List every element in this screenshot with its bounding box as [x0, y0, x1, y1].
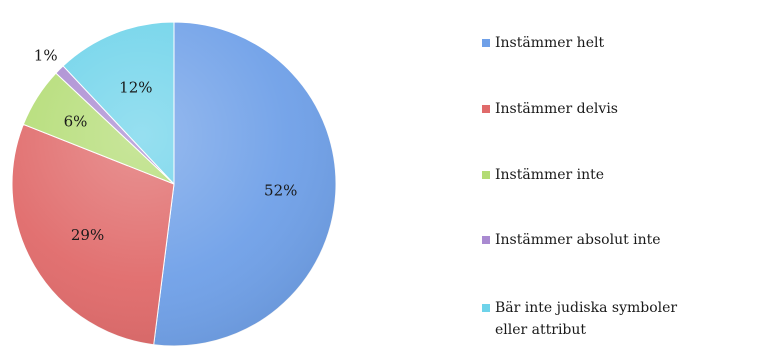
legend-item-inst-mmer-absolut-inte: Instämmer absolut inte: [482, 232, 661, 248]
legend-label: Instämmer helt: [495, 35, 604, 51]
legend: Instämmer helt Instämmer delvis Instämmer …: [482, 35, 677, 338]
pie-slice-inst-mmer-helt: [153, 21, 337, 347]
legend-swatch: [482, 171, 490, 179]
legend-swatch: [482, 304, 490, 312]
legend-label: Bär inte judiska symboler eller attribut: [495, 300, 677, 338]
legend-item-inst-mmer-delvis: Instämmer delvis: [482, 101, 618, 117]
slice-label-inst-mmer-delvis: 29%: [71, 226, 104, 244]
legend-label: Instämmer delvis: [495, 101, 618, 117]
legend-item-inst-mmer-inte: Instämmer inte: [482, 167, 604, 183]
legend-item-b-r-inte-judiska-symboler-eller-attribut: Bär inte judiska symboler eller attribut: [482, 300, 677, 338]
legend-swatch: [482, 39, 490, 47]
slice-label-inst-mmer-helt: 52%: [264, 182, 297, 200]
slice-label-b-r-inte-judiska-symboler-eller-attribut: 12%: [119, 79, 152, 97]
slice-labels: 52% 29% 6% 1% 12%: [34, 47, 298, 244]
slice-label-inst-mmer-inte: 6%: [64, 113, 88, 131]
legend-item-inst-mmer-helt: Instämmer helt: [482, 35, 604, 51]
legend-swatch: [482, 105, 490, 113]
legend-swatch: [482, 236, 490, 244]
legend-label: Instämmer inte: [495, 167, 604, 183]
slice-label-inst-mmer-absolut-inte: 1%: [34, 47, 58, 65]
legend-label: Instämmer absolut inte: [495, 232, 661, 248]
